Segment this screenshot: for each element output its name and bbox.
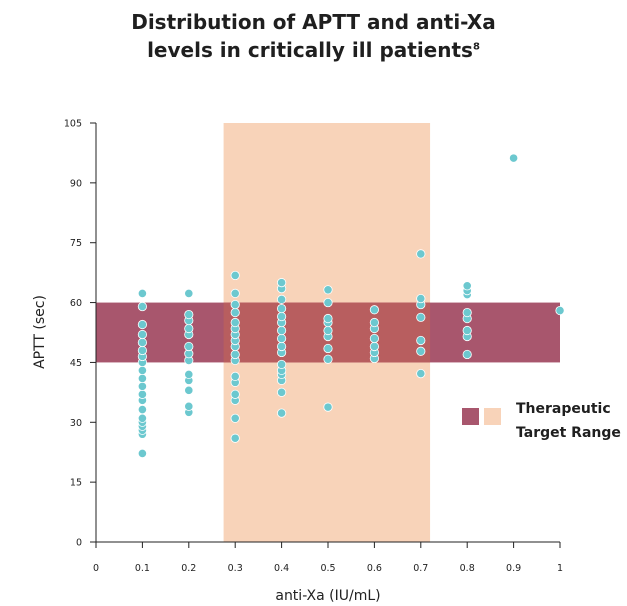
data-point bbox=[369, 341, 379, 352]
axes: 0 15 30 45 60 75 90 105 0 0.1 0.2 0.3 0.4 0.5 0.6 0.7 0.… bbox=[64, 119, 563, 575]
y-tick-label: 90 bbox=[70, 178, 82, 189]
data-point bbox=[323, 285, 333, 295]
data-point bbox=[137, 389, 147, 399]
y-tick-label: 45 bbox=[70, 358, 82, 369]
data-point bbox=[137, 365, 147, 376]
chart-title-line2-text: levels in critically ill patients bbox=[147, 38, 473, 62]
data-point bbox=[276, 341, 287, 352]
x-axis-label: anti-Xa (IU/mL) bbox=[275, 588, 380, 604]
data-point bbox=[369, 305, 379, 315]
data-point bbox=[416, 335, 426, 346]
data-point bbox=[230, 389, 240, 399]
x-tick-label: 0.5 bbox=[320, 563, 335, 574]
data-point bbox=[276, 387, 287, 397]
data-point bbox=[508, 153, 519, 163]
data-point bbox=[462, 307, 472, 318]
data-point bbox=[184, 323, 194, 334]
y-tick-label: 30 bbox=[70, 418, 82, 429]
x-tick-label: 0.9 bbox=[506, 563, 521, 574]
data-point bbox=[230, 433, 240, 443]
data-point bbox=[416, 346, 426, 356]
data-point bbox=[137, 373, 147, 383]
data-point bbox=[184, 369, 194, 379]
data-point bbox=[323, 354, 333, 364]
data-point bbox=[323, 343, 333, 354]
data-point bbox=[462, 349, 472, 360]
data-point bbox=[555, 305, 565, 316]
data-point bbox=[416, 249, 426, 259]
x-tick-label: 0.7 bbox=[413, 563, 428, 574]
data-point bbox=[416, 293, 426, 304]
data-point bbox=[137, 319, 147, 330]
data-point bbox=[416, 312, 426, 322]
axis-labels: anti-Xa (IU/mL) APTT (sec) bbox=[32, 295, 381, 604]
data-point bbox=[276, 294, 287, 304]
data-point bbox=[276, 303, 287, 314]
data-point bbox=[137, 337, 147, 348]
x-tick-label: 0.4 bbox=[274, 563, 289, 574]
chart-title-superscript: 8 bbox=[472, 41, 480, 53]
data-point bbox=[369, 333, 379, 344]
data-point bbox=[137, 381, 147, 391]
data-point bbox=[323, 325, 333, 336]
data-point bbox=[230, 299, 240, 310]
data-point bbox=[230, 307, 240, 318]
x-tick-label: 0.1 bbox=[135, 563, 150, 574]
data-point bbox=[276, 359, 287, 370]
data-point bbox=[137, 413, 147, 423]
y-tick-label: 105 bbox=[64, 119, 82, 130]
legend-label-line1: Therapeutic bbox=[516, 401, 611, 417]
data-point bbox=[184, 288, 194, 298]
data-point bbox=[184, 341, 194, 352]
data-points bbox=[137, 153, 565, 459]
data-point bbox=[137, 329, 147, 340]
data-point bbox=[184, 385, 194, 395]
legend-swatch-antixa-range bbox=[484, 408, 501, 425]
data-point bbox=[184, 309, 194, 320]
legend-swatch-apt-range bbox=[462, 408, 479, 425]
data-point bbox=[323, 313, 333, 324]
data-point bbox=[137, 404, 147, 415]
x-tick-label: 0.2 bbox=[181, 563, 196, 574]
data-point bbox=[230, 349, 240, 360]
data-point bbox=[137, 345, 147, 356]
data-point bbox=[230, 317, 240, 328]
data-point bbox=[416, 369, 426, 379]
data-point bbox=[276, 333, 287, 344]
data-point bbox=[230, 413, 240, 423]
y-tick-label: 60 bbox=[70, 298, 82, 309]
y-tick-label: 75 bbox=[70, 238, 82, 249]
data-point bbox=[276, 408, 287, 418]
chart-title-line2: levels in critically ill patients8 bbox=[0, 36, 627, 64]
data-point bbox=[137, 288, 147, 298]
chart-title-line1: Distribution of APTT and anti-Xa bbox=[131, 10, 496, 34]
y-axis-label: APTT (sec) bbox=[32, 295, 48, 369]
y-tick-label: 15 bbox=[70, 478, 82, 489]
data-point bbox=[230, 371, 240, 381]
data-point bbox=[369, 317, 379, 328]
data-point bbox=[276, 278, 287, 288]
data-point bbox=[230, 270, 240, 281]
data-point bbox=[323, 402, 333, 412]
y-tick-label: 0 bbox=[76, 538, 82, 549]
data-point bbox=[276, 311, 287, 322]
x-tick-label: 0.8 bbox=[460, 563, 475, 574]
data-point bbox=[230, 288, 240, 298]
data-point bbox=[137, 448, 147, 459]
data-point bbox=[462, 325, 472, 336]
x-tick-label: 0.6 bbox=[367, 563, 382, 574]
data-point bbox=[137, 301, 147, 312]
legend-label-line2: Target Range bbox=[516, 425, 621, 441]
chart-title: Distribution of APTT and anti-Xa levels … bbox=[0, 8, 627, 64]
data-point bbox=[184, 401, 194, 411]
data-point bbox=[462, 281, 472, 291]
data-point bbox=[323, 297, 333, 308]
x-tick-label: 0.3 bbox=[228, 563, 243, 574]
data-point bbox=[276, 325, 287, 336]
x-tick-label: 0 bbox=[93, 563, 99, 574]
legend: Therapeutic Target Range bbox=[462, 401, 621, 441]
x-tick-label: 1 bbox=[557, 563, 563, 574]
